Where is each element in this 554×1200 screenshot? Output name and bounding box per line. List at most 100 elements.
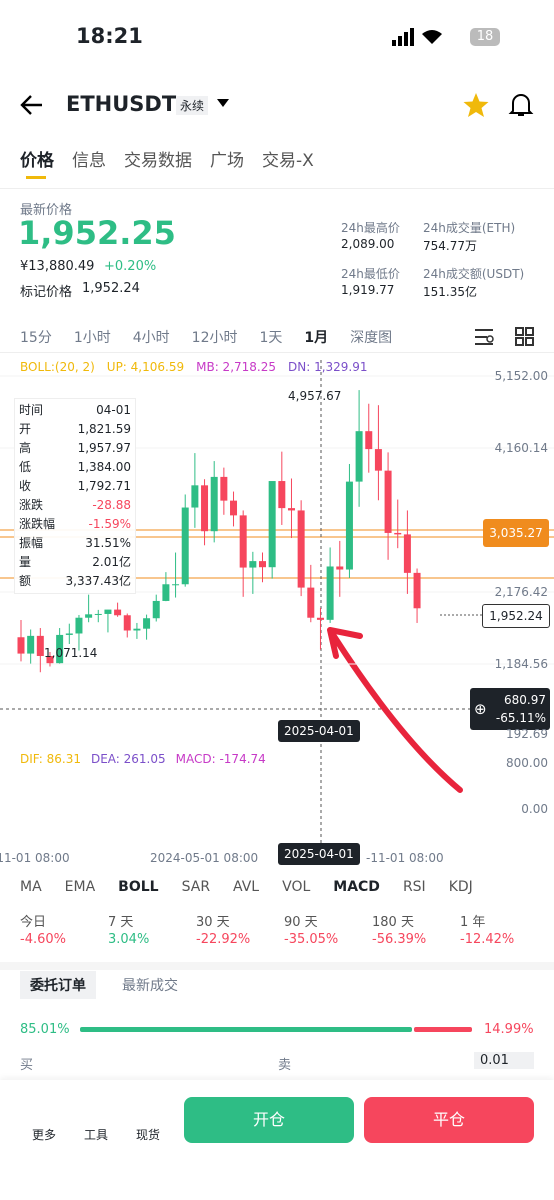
current-price-tag: 1,952.24 [482, 604, 550, 628]
x-tick-label: -11-01 08:00 [366, 851, 444, 865]
candle-body [210, 476, 218, 532]
tooltip-key: 涨跌 [19, 498, 44, 512]
candle-body [316, 617, 324, 620]
precision[interactable]: 0.01 [474, 1052, 534, 1069]
chart-tools[interactable] [474, 327, 536, 347]
last-price: 1,952.25 [18, 214, 176, 252]
y-tick-label: 2,176.42 [495, 585, 548, 599]
close-button[interactable]: 平仓 [364, 1097, 534, 1143]
indicator[interactable]: AVL [233, 879, 260, 895]
stat-label: 24h最低价 [341, 267, 400, 281]
interval[interactable]: 1月 [304, 330, 329, 346]
candle-body [307, 587, 315, 618]
stat-value: 2,089.00 [341, 237, 395, 251]
candle-body [94, 613, 102, 615]
indicator[interactable]: RSI [402, 879, 426, 895]
y-tick-label: 1,184.56 [495, 657, 548, 671]
candle-body [403, 534, 411, 573]
candle-body [220, 476, 228, 501]
candle-body [374, 449, 382, 471]
tab[interactable]: 信息 [72, 151, 106, 171]
candle-body [259, 561, 266, 568]
favorite[interactable] [462, 92, 490, 118]
indicator[interactable]: BOLL [118, 879, 159, 895]
divider [0, 188, 554, 189]
tab[interactable]: 价格 [20, 151, 54, 171]
period-value: -12.42% [460, 932, 515, 947]
cross-value: 680.97 [504, 693, 546, 707]
period-label: 30 天 [196, 915, 230, 930]
open-button[interactable]: 开仓 [184, 1097, 354, 1143]
candle-body [355, 431, 363, 482]
mark-label: 标记价格 [20, 285, 73, 300]
indicator[interactable]: EMA [64, 879, 96, 895]
interval[interactable]: 15分 [20, 330, 52, 346]
candle-body [133, 628, 141, 631]
min-label: 1,071.14 [44, 646, 98, 660]
cny-price: ¥13,880.49 [20, 259, 95, 274]
sell-label: 卖 [278, 1058, 292, 1073]
tooltip-key: 收 [19, 479, 32, 493]
interval[interactable]: 1小时 [73, 330, 111, 346]
alert-bell[interactable] [508, 92, 534, 118]
buy-label: 买 [20, 1058, 34, 1073]
dea: DEA: 261.05 [90, 752, 166, 766]
dropdown[interactable] [216, 98, 230, 108]
indicator[interactable]: MA [20, 879, 42, 895]
candle-body [104, 609, 112, 614]
macd-legend: DIF: 86.31 DEA: 261.05 MACD: -174.74 [20, 752, 266, 766]
candle-body [152, 600, 160, 619]
tooltip-key: 额 [19, 574, 32, 588]
period-label: 90 天 [284, 915, 318, 930]
tooltip-value: -1.59% [88, 517, 131, 531]
candle-body [17, 637, 25, 654]
candle-body [249, 561, 257, 568]
back-button[interactable] [20, 94, 44, 116]
macd-tick: 0.00 [521, 802, 548, 816]
tooltip-row: 开 1,821.59 [19, 420, 131, 439]
tooltip-value: 31.51% [85, 536, 131, 550]
divider [0, 962, 554, 970]
period-label: 1 年 [460, 915, 486, 930]
bottom-item[interactable]: 更多 [32, 1128, 57, 1142]
interval[interactable]: 4小时 [132, 330, 170, 346]
candle-body [297, 510, 305, 588]
candle-body [27, 635, 35, 654]
tab[interactable]: 交易数据 [124, 151, 192, 171]
indicator[interactable]: SAR [181, 879, 211, 895]
interval[interactable]: 12小时 [191, 330, 238, 346]
interval[interactable]: 深度图 [350, 330, 393, 346]
interval[interactable]: 1天 [259, 330, 283, 346]
cross-date: 2025-04-01 [278, 720, 360, 742]
orders-tab[interactable]: 委托订单 [20, 971, 96, 999]
chart: 5,152.00 4,160.14 2,176.42 1,184.56 [0, 360, 554, 860]
y-tick-label: 5,152.00 [495, 369, 548, 383]
tooltip-row: 额 3,337.43亿 [19, 572, 131, 591]
tab[interactable]: 交易-X [262, 151, 314, 171]
period-label: 180 天 [372, 915, 414, 930]
bottom-item[interactable]: 工具 [84, 1128, 109, 1142]
period-label: 今日 [20, 915, 47, 930]
buy-bar [80, 1027, 412, 1032]
price-change: +0.20% [104, 259, 157, 274]
bottom-item[interactable]: 现货 [136, 1128, 161, 1142]
period-value: -56.39% [372, 932, 427, 947]
indicator[interactable]: VOL [282, 879, 311, 895]
period-value: -22.92% [196, 932, 251, 947]
tooltip-row: 收 1,792.71 [19, 477, 131, 496]
stat-value: 151.35亿 [423, 285, 477, 299]
candle-body [287, 508, 295, 511]
tooltip-key: 涨跌幅 [19, 517, 56, 531]
tooltip-row: 量 2.01亿 [19, 553, 131, 572]
indicator[interactable]: KDJ [448, 879, 473, 895]
mark-price: 1,952.24 [82, 281, 140, 296]
indicator[interactable]: MACD [333, 879, 380, 895]
stat-value: 754.77万 [423, 239, 477, 253]
boll-dn: DN: 1,329.91 [288, 360, 368, 374]
candle-body [326, 566, 334, 620]
candle-body [75, 617, 83, 634]
trades-tab[interactable]: 最新成交 [122, 978, 178, 994]
tooltip-row: 低 1,384.00 [19, 458, 131, 477]
tab[interactable]: 广场 [210, 151, 244, 171]
